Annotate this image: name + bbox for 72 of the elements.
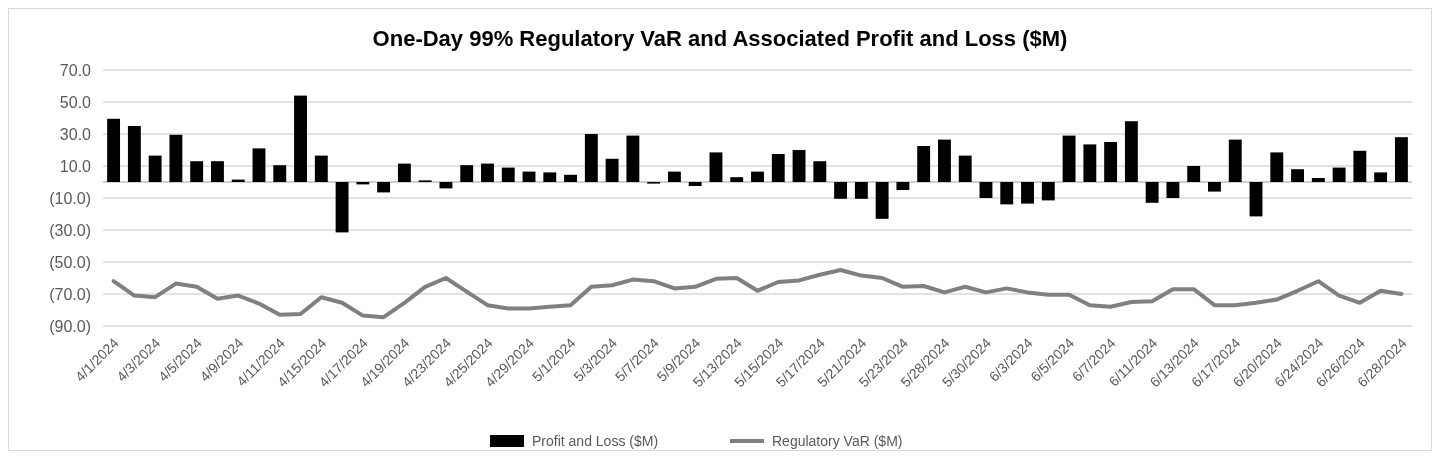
bar [605,158,619,182]
bar [397,163,411,182]
bar [917,146,931,182]
y-tick-label: (90.0) [49,317,91,335]
bar [1166,182,1180,198]
y-tick-label: 70.0 [59,61,92,79]
bar [1228,139,1242,182]
bar [1270,152,1284,182]
bar [460,165,474,182]
bar [792,150,806,182]
bar [709,152,723,182]
bar [252,148,266,182]
bar [896,182,910,190]
bar [1104,142,1118,182]
bar [1021,182,1034,204]
bar [1311,178,1325,182]
bar [211,161,224,182]
bar [854,182,868,199]
bar [1374,172,1388,182]
bar [127,126,141,182]
legend-label: Regulatory VaR ($M) [772,432,903,449]
bar [1000,182,1014,205]
bar [501,167,515,182]
bar [377,182,391,193]
bar [979,182,993,198]
line-series [111,268,1404,320]
bar [1083,144,1097,182]
bar [1353,150,1367,182]
bar [1291,169,1304,182]
bar [1187,166,1201,182]
bar [1124,121,1138,182]
bar [564,174,577,182]
bar [335,182,349,233]
bar [439,182,453,189]
bar [875,182,889,219]
bar [584,134,598,182]
y-tick-label: (30.0) [49,221,91,239]
bar [1208,182,1221,192]
bar [938,139,951,182]
bar [1249,182,1263,217]
bar [1394,137,1408,182]
bar [1062,135,1076,182]
bar [543,172,557,182]
bar [169,134,183,182]
chart-title: One-Day 99% Regulatory VaR and Associated Profit and Loss ($M) [372,26,1068,51]
bar [314,155,328,182]
bar [148,155,162,182]
bar [813,161,827,182]
bar [190,161,204,182]
legend-label: Profit and Loss ($M) [532,432,659,449]
y-tick-label: 10.0 [59,157,92,175]
y-tick-label: 50.0 [59,93,92,111]
bar [1041,182,1055,201]
bar [1145,182,1159,203]
bar [481,163,494,182]
bar [522,171,536,182]
bar [273,165,287,182]
bar [834,182,848,199]
y-tick-label: (10.0) [49,189,91,207]
bar [688,182,702,186]
y-tick-label: (50.0) [49,253,91,271]
bar [107,118,121,182]
bar [730,177,744,182]
bar [771,154,785,182]
bar [626,135,640,182]
y-tick-label: (70.0) [49,285,91,303]
bar [958,155,972,182]
bar [751,171,764,182]
bar [667,171,681,182]
bar [1332,167,1346,182]
y-tick-label: 30.0 [59,125,92,143]
bar [294,95,307,182]
